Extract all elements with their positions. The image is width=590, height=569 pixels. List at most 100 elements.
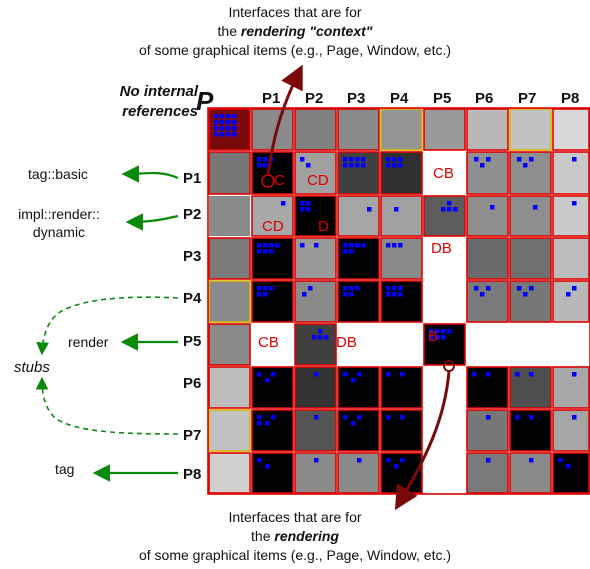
mark-r2c2: D [318,218,329,235]
dot-r3-c3-0 [343,243,348,248]
dot-r5-c5-4 [429,335,434,340]
dot-r8-c4-1 [400,458,405,463]
dot-r5-c2-0 [312,335,317,340]
cell-r2-c3 [337,195,380,237]
dot-r8-c8-1 [566,464,571,469]
dot-r1-c1-3 [257,163,262,168]
dot-r6-c3-1 [357,372,362,377]
corner-note-line2: references [122,103,198,120]
dot-r4-c4-0 [386,286,391,291]
row-label-p4: P4 [183,290,202,307]
cell-r5-c4 [381,324,422,365]
dot-r7-c1-0 [257,415,262,420]
side-label-impl-render-line1: impl::render:: [18,206,100,222]
cell-r2-c6 [466,195,509,237]
dot-r4-c1-2 [269,286,274,291]
dot-r4-c6-0 [474,286,479,291]
dot-r4-c3-3 [343,292,348,297]
dot-r1-c7-0 [517,157,522,162]
dot-r0-c0-6 [226,120,231,125]
dot-r7-c8-0 [572,415,577,420]
dot-r6-c2-0 [314,372,319,377]
dot-r4-c2-0 [308,286,313,291]
dot-r3-c3-2 [355,243,360,248]
dot-r5-c2-2 [324,335,329,340]
dot-r7-c4-0 [386,415,391,420]
cell-r6-c0 [208,366,251,409]
cell-r5-c2 [294,323,337,366]
dot-r4-c1-3 [257,292,262,297]
dot-r4-c3-2 [355,286,360,291]
bottom-caption-line2: the rendering [95,527,495,546]
dot-r3-c1-4 [257,249,262,254]
dot-r5-c5-5 [435,335,440,340]
cell-r0-c4 [380,108,423,151]
dot-r2-c7-0 [533,205,538,210]
dot-r6-c6-0 [472,372,477,377]
cell-r2-c0 [209,196,250,236]
top-caption-line2: the rendering "context" [95,22,495,41]
cell-r1-c5 [424,152,465,194]
dot-r4-c7-2 [523,292,528,297]
dot-r4-c4-4 [392,292,397,297]
cell-r3-c0 [208,237,251,280]
dot-r1-c3-3 [361,157,366,162]
dot-r8-c1-0 [257,458,262,463]
cell-r1-c6 [466,151,509,195]
cell-r3-c7 [509,237,552,280]
dot-r3-c1-3 [275,243,280,248]
dot-r0-c0-5 [220,120,225,125]
dot-r3-c1-1 [263,243,268,248]
dot-r1-c4-2 [398,157,403,162]
cell-r5-c7 [510,324,551,365]
dot-r7-c3-2 [351,421,356,426]
cell-r6-c8 [552,366,590,409]
cell-r5-c1 [252,324,293,365]
cell-r4-c0 [208,280,251,323]
dot-r4-c8-1 [566,292,571,297]
side-label-render: render [68,334,109,350]
dot-r6-c3-2 [351,378,356,383]
dot-r2-c1-0 [281,201,286,206]
cell-r8-c1 [251,452,294,494]
dot-r3-c3-5 [349,249,354,254]
top-caption: Interfaces that are for the rendering "c… [95,3,495,60]
dot-r1-c3-1 [349,157,354,162]
dot-r5-c5-6 [441,335,446,340]
dot-r3-c1-0 [257,243,262,248]
cell-r5-c0 [208,323,251,366]
row-label-p3: P3 [183,248,202,265]
dot-r0-c0-7 [232,120,237,125]
cell-r7-c0 [208,409,251,452]
row-label-p6: P6 [183,375,202,392]
dot-r2-c2-3 [306,207,311,212]
dot-r2-c5-2 [453,207,458,212]
dot-r7-c6-0 [486,415,491,420]
top-caption-emphasis: rendering "context" [240,23,373,39]
dot-r4-c8-0 [572,286,577,291]
bottom-caption: Interfaces that are for the rendering of… [95,508,495,565]
dot-r2-c5-0 [441,207,446,212]
dot-r1-c4-1 [392,157,397,162]
dot-r3-c4-0 [386,243,391,248]
dot-r1-c3-2 [355,157,360,162]
mark-r1c5: CB [433,165,454,182]
dot-r4-c3-1 [349,286,354,291]
dot-r4-c7-1 [529,286,534,291]
dot-r6-c4-0 [386,372,391,377]
cell-r0-c8 [552,108,590,151]
dot-r2-c6-0 [490,205,495,210]
cell-r3-c5 [424,238,465,279]
dot-r6-c7-0 [515,372,520,377]
cell-r1-c7 [509,151,552,195]
col-label-p3: P3 [347,90,366,107]
col-label-p6: P6 [475,90,494,107]
cell-r0-c5 [423,108,466,151]
dot-r3-c1-6 [269,249,274,254]
bottom-caption-emphasis: rendering [274,528,339,544]
dot-r0-c0-2 [226,114,231,119]
dot-r7-c1-1 [271,415,276,420]
row-label-p5: P5 [183,333,202,350]
dot-r7-c2-0 [314,415,319,420]
